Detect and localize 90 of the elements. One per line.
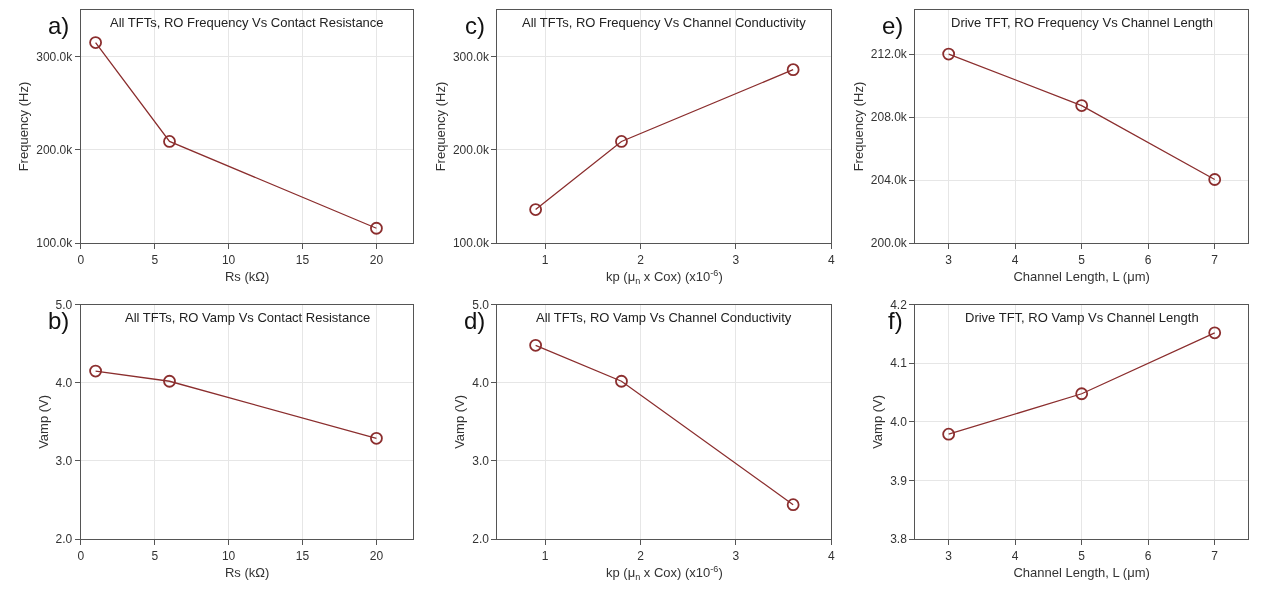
x-tick-label: 6 — [1144, 252, 1152, 267]
x-tick-label: 3 — [732, 252, 740, 267]
y-tick-label: 4.1 — [890, 356, 908, 371]
x-axis-title: kp (μ$_{n}$ x Cox) (x10$^{-6}$) — [606, 563, 723, 582]
y-axis-title: Vamp (V) — [870, 394, 886, 449]
y-tick-label: 200.0k — [870, 236, 908, 251]
point — [370, 221, 383, 235]
point — [786, 63, 800, 77]
x-axis-title: Rs (kΩ) — [224, 269, 270, 285]
y-tick-label: 208.0k — [870, 110, 908, 125]
y-tick-label: 200.0k — [452, 143, 490, 158]
point — [370, 431, 383, 445]
chart-title: All TFTs, RO Vamp Vs Channel Conductivity — [536, 310, 792, 325]
x-tick-label: 10 — [221, 252, 236, 267]
point — [786, 498, 800, 512]
x-tick-label: 0 — [77, 548, 85, 563]
y-tick-label: 5.0 — [55, 297, 73, 312]
x-tick-label: 15 — [295, 252, 310, 267]
point — [163, 135, 176, 148]
y-axis-title: Frequency (Hz) — [850, 81, 866, 172]
x-axis-title: Channel Length, L (μm) — [1013, 269, 1150, 285]
point — [1075, 387, 1089, 401]
x-tick-label: 5 — [1078, 548, 1086, 563]
x-tick-label: 7 — [1211, 548, 1219, 563]
y-tick-label: 300.0k — [36, 49, 74, 64]
x-tick-label: 15 — [295, 548, 310, 563]
y-tick-label: 4.0 — [890, 415, 908, 430]
chart-title: All TFTs, RO Frequency Vs Contact Resistance — [110, 15, 384, 30]
x-tick-label: 7 — [1211, 252, 1219, 267]
text: a) — [48, 12, 70, 39]
point — [1075, 99, 1089, 112]
point — [529, 203, 543, 216]
y-axis-title: Vamp (V) — [452, 394, 468, 449]
x-tick-label: 5 — [151, 548, 159, 563]
x-tick-label: 0 — [77, 252, 85, 267]
y-tick-label: 4.2 — [890, 297, 908, 312]
point — [163, 374, 176, 388]
y-tick-label: 3.0 — [472, 454, 490, 469]
y-tick-label: 100.0k — [452, 236, 490, 251]
x-tick-label: 1 — [541, 548, 549, 563]
point — [615, 374, 628, 388]
text: c) — [465, 12, 485, 39]
y-tick-label: 204.0k — [870, 173, 908, 188]
y-tick-label: 300.0k — [452, 49, 490, 64]
point — [89, 36, 102, 49]
y-axis-title: Frequency (Hz) — [16, 81, 32, 172]
chart-title: All TFTs, RO Frequency Vs Channel Conductivity — [522, 15, 807, 30]
x-tick-label: 6 — [1144, 548, 1152, 563]
x-tick-label: 2 — [637, 548, 645, 563]
x-tick-label: 2 — [637, 252, 645, 267]
x-tick-label: 5 — [151, 252, 159, 267]
x-axis-title: Channel Length, L (μm) — [1013, 565, 1150, 581]
y-tick-label: 212.0k — [870, 47, 908, 62]
x-tick-label: 10 — [221, 548, 236, 563]
x-tick-label: 1 — [541, 252, 549, 267]
y-axis-title: Frequency (Hz) — [432, 81, 448, 172]
x-tick-label: 3 — [732, 548, 740, 563]
x-axis-title: kp (μ$_{n}$ x Cox) (x10$^{-6}$) — [606, 267, 723, 286]
x-tick-label: 3 — [945, 252, 953, 267]
x-tick-label: 20 — [369, 252, 384, 267]
y-tick-label: 2.0 — [55, 532, 73, 547]
point — [942, 47, 956, 61]
y-tick-label: 4.0 — [472, 376, 490, 391]
y-tick-label: 3.9 — [890, 473, 908, 488]
point — [615, 135, 628, 148]
y-tick-label: 3.8 — [890, 532, 908, 547]
chart-title: All TFTs, RO Vamp Vs Contact Resistance — [125, 310, 371, 325]
point — [529, 338, 543, 352]
point — [1208, 326, 1222, 340]
point — [89, 364, 102, 378]
y-tick-label: 2.0 — [472, 532, 490, 547]
x-tick-label: 20 — [369, 548, 384, 563]
chart-title: Drive TFT, RO Frequency Vs Channel Length — [951, 15, 1214, 30]
point — [1208, 173, 1222, 186]
x-tick-label: 4 — [827, 548, 835, 563]
x-axis-title: Rs (kΩ) — [224, 565, 270, 581]
y-tick-label: 200.0k — [36, 143, 74, 158]
y-axis-title: Vamp (V) — [35, 394, 51, 449]
y-tick-label: 3.0 — [55, 454, 73, 469]
point — [942, 427, 956, 441]
x-tick-label: 4 — [1011, 548, 1019, 563]
x-tick-label: 3 — [945, 548, 953, 563]
x-tick-label: 4 — [827, 252, 835, 267]
y-tick-label: 5.0 — [472, 297, 490, 312]
y-tick-label: 4.0 — [55, 376, 73, 391]
x-tick-label: 4 — [1011, 252, 1019, 267]
y-tick-label: 100.0k — [36, 236, 74, 251]
x-tick-label: 5 — [1078, 252, 1086, 267]
chart-title: Drive TFT, RO Vamp Vs Channel Length — [965, 310, 1199, 325]
text: e) — [882, 12, 904, 39]
